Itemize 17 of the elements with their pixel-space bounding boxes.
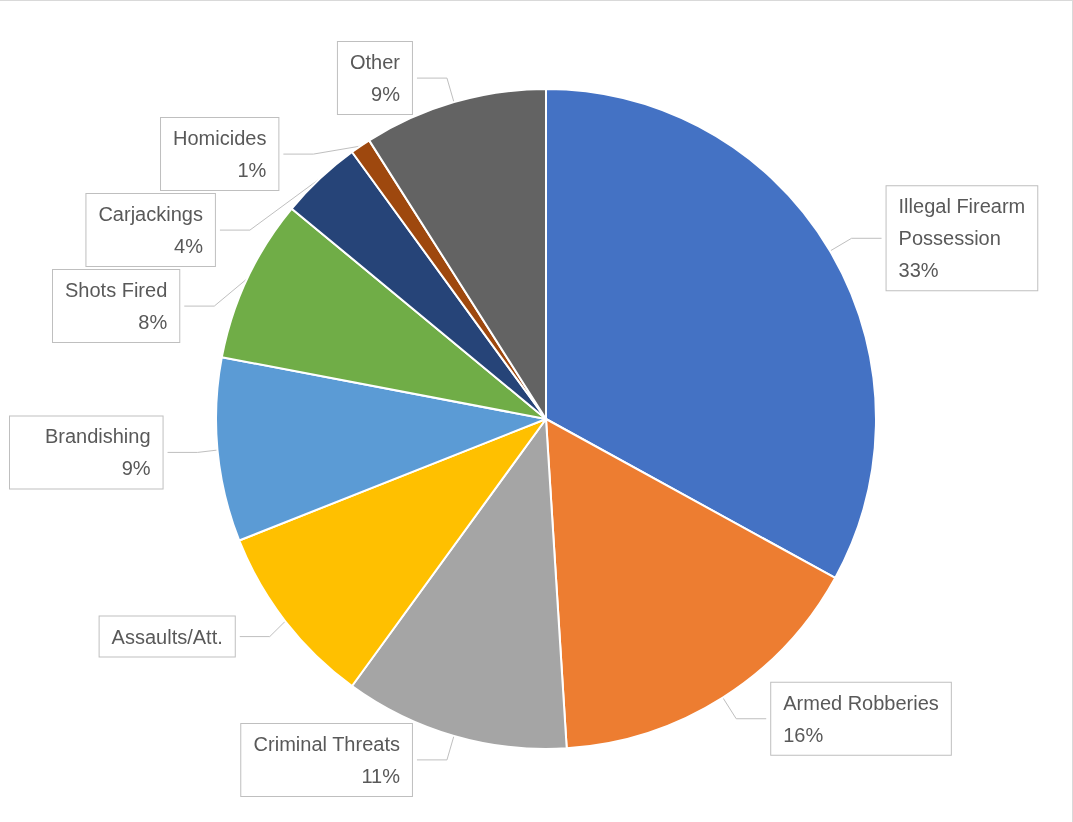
data-label: 9% <box>121 457 151 480</box>
slice-label: Other <box>349 51 401 74</box>
data-label: 1% <box>237 159 267 182</box>
data-label: 16% <box>783 723 824 746</box>
data-label: 4% <box>174 235 204 258</box>
data-label: 11% <box>361 764 401 787</box>
slice-label: Shots Fired <box>65 279 168 302</box>
slice-label: Carjackings <box>98 203 203 226</box>
data-label: 8% <box>138 311 168 334</box>
slice-label: Armed Robberies <box>783 691 939 714</box>
slice-label: Brandishing <box>44 425 151 448</box>
slice-label: Homicides <box>173 127 267 150</box>
slice-label: Assaults/Att. <box>111 625 223 648</box>
data-label: 33% <box>898 259 939 282</box>
slice-label: Illegal Firearm Possession <box>898 195 1026 250</box>
data-label: 9% <box>371 83 401 106</box>
slice-label: Criminal Threats <box>253 732 400 755</box>
